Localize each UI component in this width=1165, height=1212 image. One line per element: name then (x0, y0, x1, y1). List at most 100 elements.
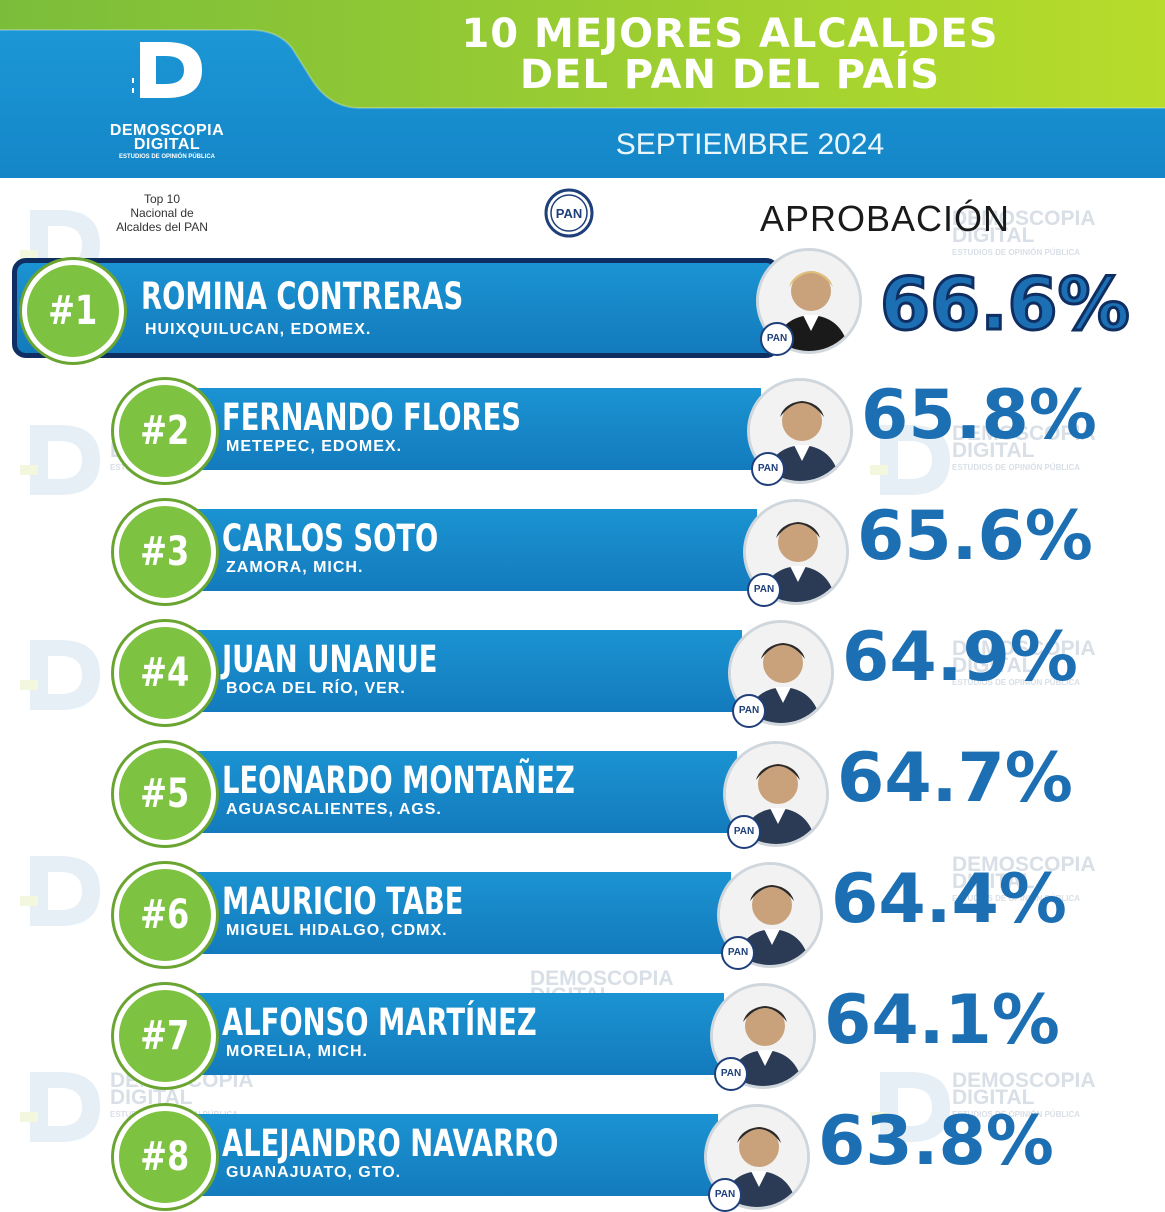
page-title: 10 MEJORES ALCALDES DEL PAN DEL PAÍS (420, 14, 1040, 96)
approval-value: 65.8% (861, 376, 1097, 455)
top-label-line2: Nacional de (130, 206, 194, 220)
candidate-photo (717, 862, 823, 968)
watermark-line1: DEMOSCOPIA (530, 967, 674, 990)
pan-logo-icon: PAN (544, 188, 594, 238)
rank-label: #6 (140, 892, 190, 938)
pan-badge-icon: PAN (760, 322, 794, 356)
rank-badge: #4 (114, 622, 216, 724)
approval-value: 65.6% (857, 497, 1093, 576)
watermark-line2: DIGITAL (952, 224, 1035, 247)
approval-value: 64.4% (831, 860, 1067, 939)
top-label: Top 10 Nacional de Alcaldes del PAN (92, 192, 232, 234)
approval-value: 64.1% (824, 981, 1060, 1060)
rank-label: #4 (140, 650, 190, 696)
candidate-location: ZAMORA, MICH. (226, 559, 364, 576)
rank-label: #8 (140, 1134, 190, 1180)
watermark-line2: DIGITAL (952, 654, 1035, 677)
watermark-line2: DIGITAL (952, 439, 1035, 462)
logo-tagline: ESTUDIOS DE OPINIÓN PÚBLICA (118, 154, 215, 160)
candidate-name: LEONARDO MONTAÑEZ (222, 759, 575, 802)
header-background (0, 0, 1165, 178)
watermark-line3: ESTUDIOS DE OPINIÓN PÚBLICA (952, 248, 1081, 257)
top-label-line3: Alcaldes del PAN (116, 220, 208, 234)
pan-badge-icon: PAN (714, 1057, 748, 1091)
candidate-name: ALEJANDRO NAVARRO (222, 1122, 559, 1165)
watermark-line3: ESTUDIOS DE OPINIÓN PÚBLICA (952, 678, 1081, 687)
date-label: SEPTIEMBRE 2024 (615, 128, 885, 161)
rank-badge: #2 (114, 380, 216, 482)
candidate-location: GUANAJUATO, GTO. (226, 1164, 402, 1181)
candidate-name: FERNANDO FLORES (222, 396, 522, 439)
bar-row-2: FERNANDO FLORES METEPEC, EDOMEX. (140, 388, 761, 470)
rank-label: #1 (48, 288, 98, 334)
candidate-location: AGUASCALIENTES, AGS. (226, 801, 442, 818)
watermark-line1: DEMOSCOPIA (952, 637, 1096, 660)
watermark-line1: DEMOSCOPIA (952, 853, 1096, 876)
watermark-line3: ESTUDIOS DE OPINIÓN PÚBLICA (952, 463, 1081, 472)
demoscopia-logo: DEMOSCOPIA DIGITAL ESTUDIOS DE OPINIÓN P… (92, 42, 242, 168)
watermark-d-icon (870, 1072, 950, 1142)
bar-row-8: ALEJANDRO NAVARRO GUANAJUATO, GTO. (140, 1114, 718, 1196)
person-icon (746, 502, 846, 602)
bar-row-7: ALFONSO MARTÍNEZ MORELIA, MICH. (140, 993, 724, 1075)
pan-badge-icon: PAN (747, 573, 781, 607)
watermark-d-icon (20, 640, 100, 710)
candidate-location: BOCA DEL RÍO, VER. (226, 680, 406, 697)
bar-row-6: MAURICIO TABE MIGUEL HIDALGO, CDMX. (140, 872, 731, 954)
logo-name: DEMOSCOPIA DIGITAL (92, 122, 242, 153)
candidate-name: ROMINA CONTRERAS (141, 275, 464, 318)
rank-label: #7 (140, 1013, 190, 1059)
top-label-line1: Top 10 (143, 192, 181, 206)
candidate-name: MAURICIO TABE (222, 880, 464, 923)
pan-badge-icon: PAN (732, 694, 766, 728)
title-line1: 10 MEJORES ALCALDES (461, 11, 999, 57)
rank-badge: #6 (114, 864, 216, 966)
candidate-name: ALFONSO MARTÍNEZ (222, 1001, 537, 1044)
approval-value: 63.8% (818, 1102, 1054, 1181)
candidate-name: CARLOS SOTO (222, 517, 439, 560)
watermark-line2: DIGITAL (952, 870, 1035, 893)
logo-d-icon (132, 42, 202, 98)
watermark-line1: DEMOSCOPIA (952, 422, 1096, 445)
bar-row-4: JUAN UNANUE BOCA DEL RÍO, VER. (140, 630, 742, 712)
logo-name-line2: DIGITAL (133, 136, 201, 153)
pan-badge-icon: PAN (751, 452, 785, 486)
rank-badge: #1 (22, 260, 124, 362)
candidate-location: HUIXQUILUCAN, EDOMEX. (145, 321, 372, 338)
rank-badge: #5 (114, 743, 216, 845)
rank-label: #3 (140, 529, 190, 575)
watermark-line2: DIGITAL (110, 1086, 193, 1109)
rank-badge: #7 (114, 985, 216, 1087)
watermark-d-icon (20, 856, 100, 926)
header-banner: DEMOSCOPIA DIGITAL ESTUDIOS DE OPINIÓN P… (0, 0, 1165, 178)
candidate-location: MIGUEL HIDALGO, CDMX. (226, 922, 448, 939)
watermark-line2: DIGITAL (952, 1086, 1035, 1109)
watermark-line1: DEMOSCOPIA (952, 207, 1096, 230)
candidate-photo (756, 248, 862, 354)
watermark-line3: ESTUDIOS DE OPINIÓN PÚBLICA (952, 894, 1081, 903)
watermark-d-icon (20, 1072, 100, 1142)
logo-name-line1: DEMOSCOPIA (109, 122, 225, 139)
title-line2: DEL PAN DEL PAÍS (519, 52, 941, 98)
watermark-line1: DEMOSCOPIA (952, 1069, 1096, 1092)
pan-badge-icon: PAN (727, 815, 761, 849)
candidate-name: JUAN UNANUE (222, 638, 438, 681)
candidate-location: MORELIA, MICH. (226, 1043, 368, 1060)
pan-logo-text: PAN (556, 206, 582, 221)
rank-label: #5 (140, 771, 190, 817)
watermark-d-icon (20, 425, 100, 495)
watermark-d-icon (870, 425, 950, 495)
bar-row-5: LEONARDO MONTAÑEZ AGUASCALIENTES, AGS. (140, 751, 737, 833)
bar-row-1: ROMINA CONTRERAS HUIXQUILUCAN, EDOMEX. (12, 258, 780, 358)
pan-badge-icon: PAN (721, 936, 755, 970)
approval-value: 64.9% (842, 618, 1078, 697)
bar-row-3: CARLOS SOTO ZAMORA, MICH. (140, 509, 757, 591)
metric-label: APROBACIÓN (760, 198, 1011, 239)
pan-badge-icon: PAN (708, 1178, 742, 1212)
approval-value: 66.6% (879, 261, 1132, 348)
